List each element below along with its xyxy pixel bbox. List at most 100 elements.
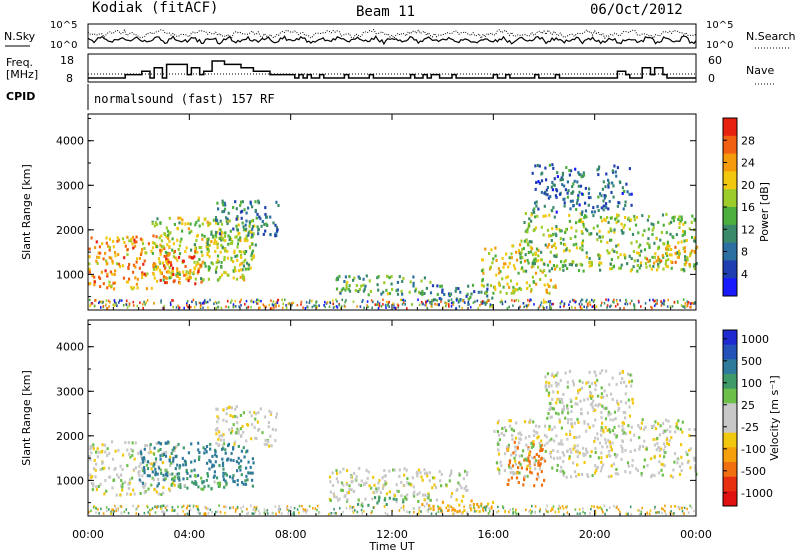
heat-cell (219, 485, 221, 488)
heat-cell (623, 207, 625, 210)
heat-cell (579, 513, 581, 516)
heat-cell (198, 258, 200, 261)
heat-cell (619, 511, 621, 514)
heat-cell (186, 270, 188, 273)
heat-cell (106, 242, 108, 245)
heat-cell (546, 193, 548, 196)
heat-cell (90, 451, 92, 454)
heat-cell (571, 185, 573, 188)
heat-cell (611, 464, 613, 467)
y-tick-label: 2000 (56, 430, 84, 443)
heat-cell (378, 499, 380, 502)
heat-cell (402, 277, 404, 280)
heat-cell (666, 252, 668, 255)
freq-label-line2: [MHz] (6, 68, 38, 81)
heat-cell (171, 509, 173, 512)
heat-cell (257, 299, 259, 302)
heat-cell (427, 497, 429, 500)
heat-cell (207, 475, 209, 478)
heat-cell (478, 291, 480, 294)
heat-cell (339, 292, 341, 295)
heat-cell (214, 480, 216, 483)
heat-cell (553, 505, 555, 508)
heat-cell (124, 511, 126, 513)
heat-cell (305, 307, 307, 310)
heat-cell (106, 286, 108, 289)
heat-cell (353, 511, 355, 514)
heat-cell (511, 434, 513, 437)
heat-cell (268, 421, 270, 424)
heat-cell (258, 228, 260, 231)
heat-cell (578, 191, 580, 194)
heat-cell (688, 263, 690, 266)
heat-cell (126, 281, 128, 284)
heat-cell (577, 449, 579, 452)
heat-cell (610, 475, 612, 478)
heat-cell (196, 251, 198, 254)
heat-cell (380, 491, 382, 494)
colorbar-tick-label: 100 (741, 377, 762, 390)
heat-cell (170, 302, 172, 305)
heat-cell (589, 455, 591, 458)
heat-cell (539, 442, 541, 445)
heat-cell (565, 433, 567, 436)
heat-cell (230, 230, 232, 233)
heat-cell (225, 305, 227, 308)
heat-cell (592, 424, 594, 427)
heat-cell (201, 254, 203, 257)
heat-cell (236, 278, 238, 281)
heat-cell (362, 299, 364, 302)
heat-cell (162, 486, 164, 489)
heat-cell (631, 513, 633, 516)
heat-cell (543, 263, 545, 266)
heat-cell (549, 402, 551, 405)
heat-cell (604, 513, 606, 516)
heat-cell (108, 284, 110, 287)
heat-cell (664, 445, 666, 448)
heat-cell (607, 252, 609, 255)
heat-cell (385, 306, 387, 309)
heat-cell (132, 441, 134, 444)
heat-cell (193, 469, 195, 472)
heat-cell (664, 464, 666, 467)
heat-cell (132, 271, 134, 274)
heat-cell (406, 511, 408, 514)
heat-cell (436, 299, 438, 302)
heat-cell (677, 419, 679, 422)
heat-cell (573, 436, 575, 439)
heat-cell (515, 251, 517, 254)
heat-cell (494, 247, 496, 250)
heat-cell (128, 239, 130, 242)
heat-cell (613, 165, 615, 168)
heat-cell (497, 443, 499, 446)
heat-cell (464, 301, 466, 304)
heat-cell (242, 277, 244, 280)
heat-cell (552, 188, 554, 191)
heat-cell (550, 416, 552, 419)
heat-cell (112, 240, 114, 243)
heat-cell (628, 217, 630, 220)
heat-cell (530, 288, 532, 291)
heat-cell (168, 245, 170, 248)
heat-cell (654, 256, 656, 259)
heat-cell (361, 480, 363, 483)
heat-cell (677, 218, 679, 221)
heat-cell (611, 442, 613, 445)
heat-cell (442, 501, 444, 504)
heat-cell (455, 290, 457, 293)
heat-cell (541, 484, 543, 487)
heat-cell (337, 480, 339, 483)
heat-cell (657, 422, 659, 425)
heat-cell (588, 204, 590, 207)
heat-cell (138, 470, 140, 473)
heat-cell (348, 488, 350, 491)
heat-cell (134, 458, 136, 461)
heat-cell (529, 419, 531, 422)
heat-cell (681, 431, 683, 434)
heat-cell (112, 282, 114, 285)
heat-cell (488, 299, 490, 302)
heat-cell (240, 434, 242, 437)
heat-cell (108, 476, 110, 479)
heat-cell (667, 258, 669, 261)
heat-cell (275, 201, 277, 204)
